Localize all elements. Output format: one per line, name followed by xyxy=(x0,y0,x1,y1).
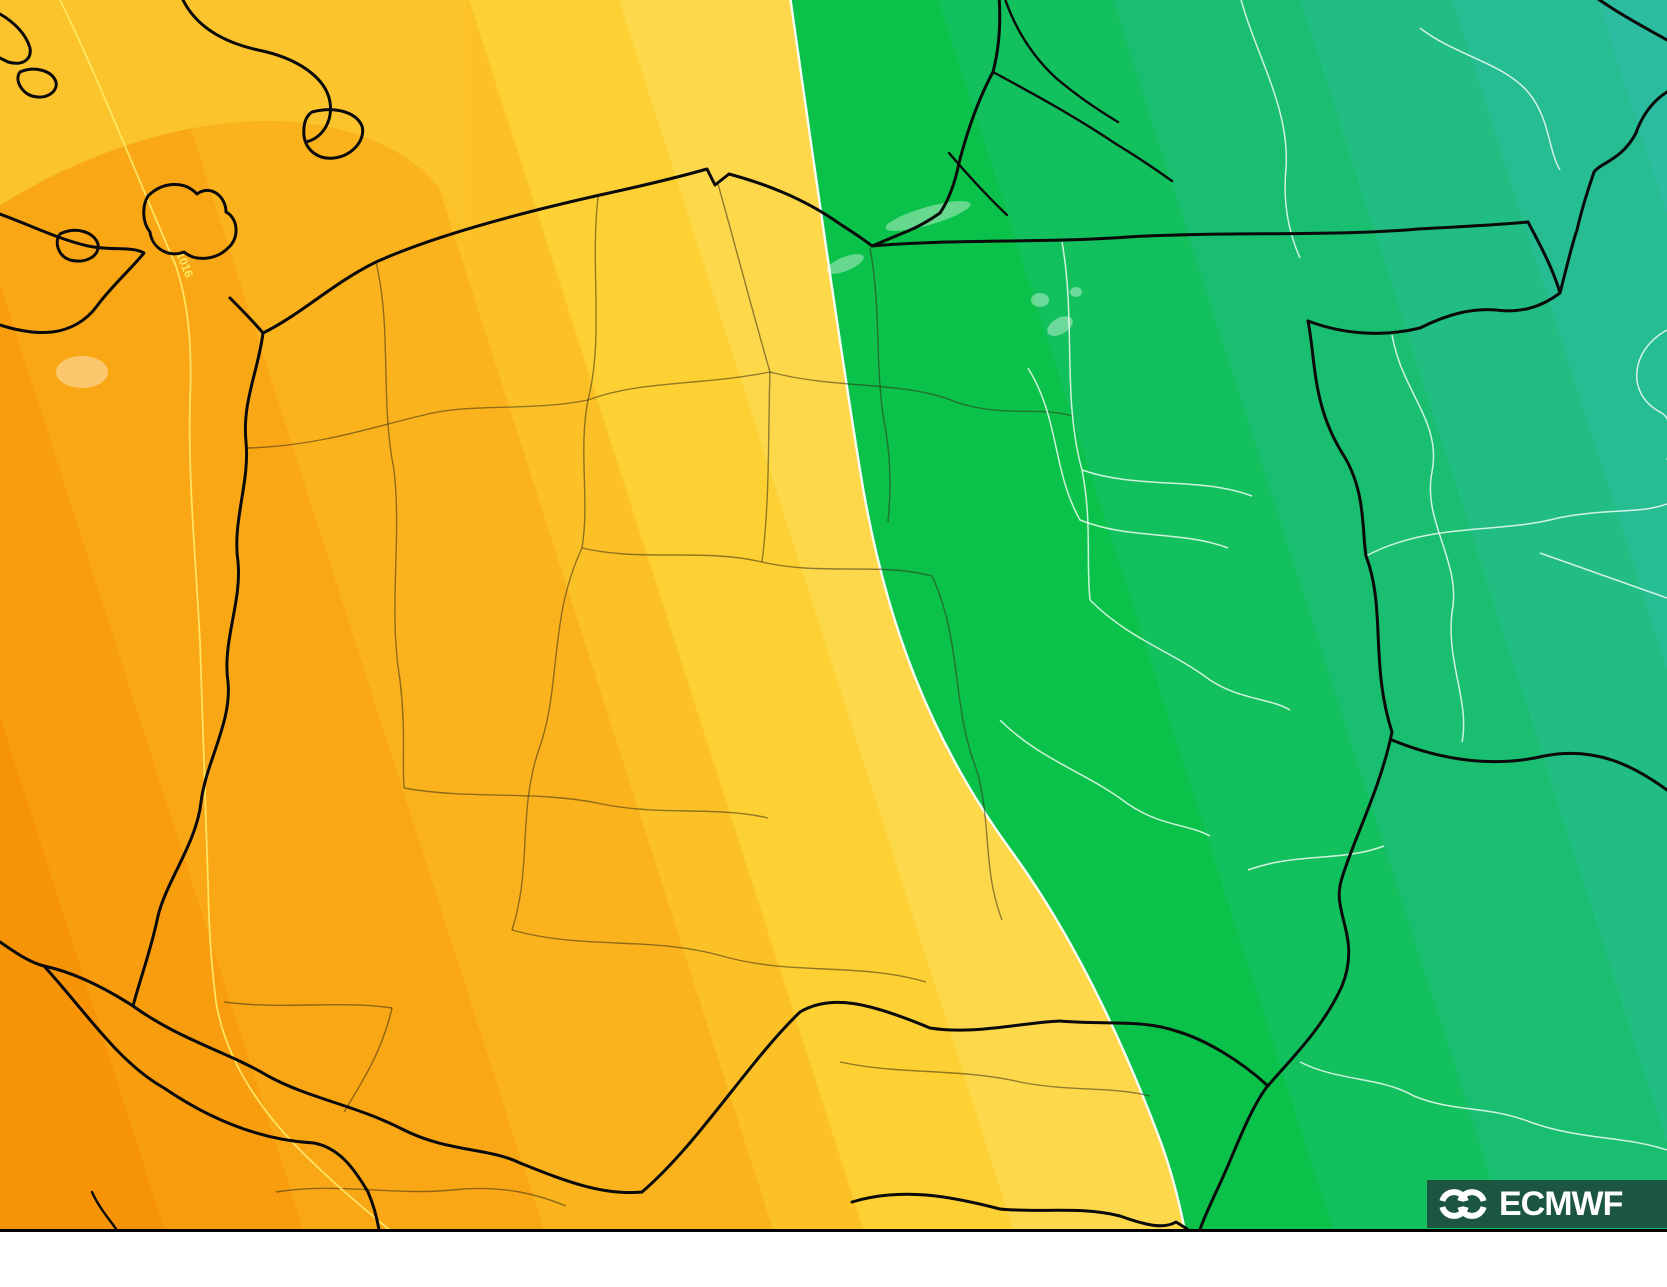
country-borders xyxy=(0,0,1667,1232)
isobar-1016-line xyxy=(58,0,393,1232)
warm-region xyxy=(0,0,1186,1232)
ecmwf-logo-text: ECMWF xyxy=(1499,1185,1623,1223)
field-contour-line xyxy=(789,0,1187,1232)
internal-borders-warm xyxy=(223,183,1151,1207)
cool-region xyxy=(790,0,1667,1232)
warm-dome-band xyxy=(0,0,466,238)
legend-panel: 539 dam 565 dam 480490500510520530540550… xyxy=(0,1232,1667,1287)
geopotential-field xyxy=(0,0,1667,1232)
ecmwf-rings-icon xyxy=(1439,1189,1487,1219)
weather-map: 1016 xyxy=(0,0,1667,1232)
internal-borders-cool xyxy=(999,0,1667,1151)
water-bodies xyxy=(56,201,1082,388)
ecmwf-logo-overlay: ECMWF xyxy=(1427,1180,1667,1228)
